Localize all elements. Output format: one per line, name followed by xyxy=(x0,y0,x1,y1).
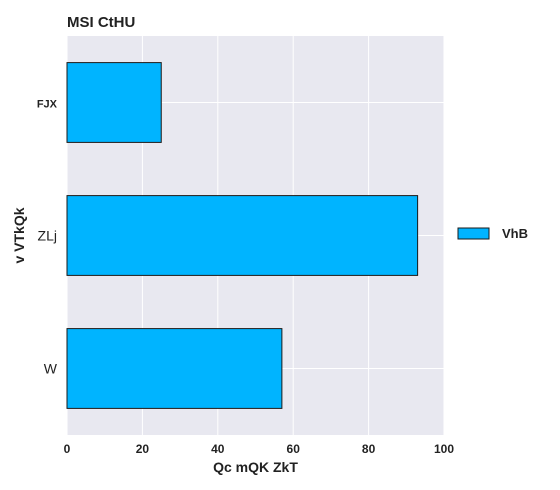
x-axis-label: Qc mQK ZkT xyxy=(213,459,298,475)
y-tick-label: ZLj xyxy=(38,228,57,244)
bar-zlj xyxy=(66,195,419,276)
y-axis-label: v VTkQk xyxy=(11,207,27,263)
legend-swatch xyxy=(457,227,490,240)
bars xyxy=(66,62,419,409)
x-tick-label: 100 xyxy=(434,442,454,456)
y-tick-label: FJX xyxy=(37,99,58,111)
y-tick-label: W xyxy=(44,361,58,377)
x-tick-label: 20 xyxy=(136,442,150,456)
x-tick-labels: 0 20 40 60 80 100 xyxy=(64,442,455,456)
chart-title: MSI CtHU xyxy=(67,14,135,31)
x-tick-label: 0 xyxy=(64,442,71,456)
y-tick-labels: FJX ZLj W xyxy=(37,99,58,377)
x-tick-label: 60 xyxy=(287,442,301,456)
x-tick-label: 40 xyxy=(211,442,225,456)
x-tick-label: 80 xyxy=(362,442,376,456)
legend-label: VhB xyxy=(502,226,528,241)
bar-fjx xyxy=(66,62,162,143)
bar-w xyxy=(66,328,283,409)
legend: VhB xyxy=(457,226,528,241)
